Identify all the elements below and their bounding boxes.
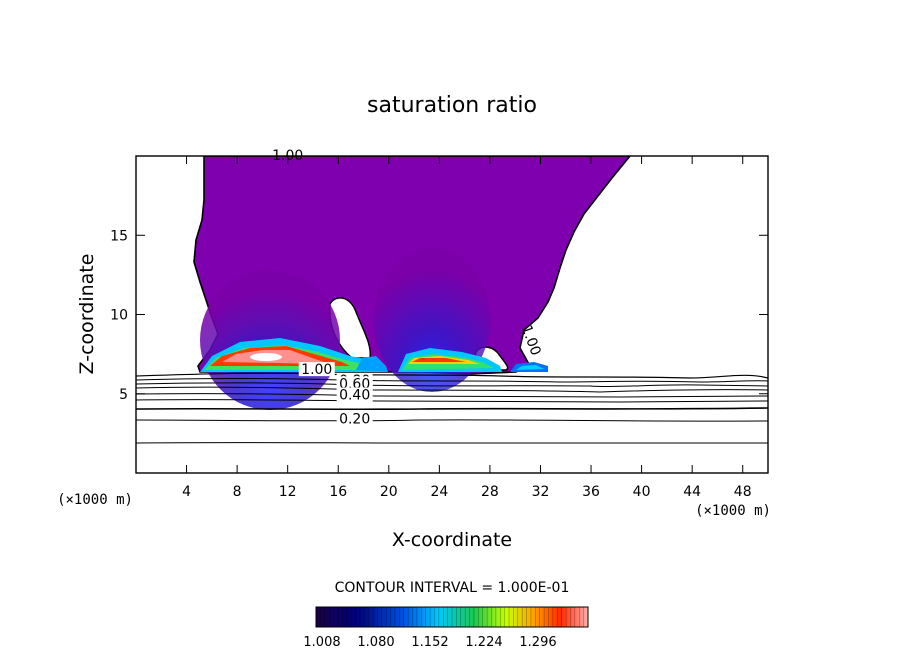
x-tick-label: 8	[233, 484, 242, 500]
contour-label: 1.00	[301, 362, 332, 378]
contour-label: 0.40	[339, 388, 370, 404]
contour-line	[136, 386, 768, 393]
y-axis-label: Z-coordinate	[76, 254, 98, 375]
colorbar-tick-label: 1.152	[411, 635, 448, 650]
high-saturation-band-1d	[356, 356, 388, 372]
x-tick-label: 16	[329, 484, 347, 500]
y-tick-label: 15	[110, 228, 128, 244]
colorbar-tick-label: 1.296	[519, 635, 556, 650]
contour-line	[136, 378, 768, 383]
x-tick-label: 20	[380, 484, 398, 500]
x-tick-label: 48	[734, 484, 752, 500]
contour-label-bg	[336, 387, 373, 402]
colorbar	[315, 606, 589, 628]
contour-label: 1.00	[272, 148, 303, 164]
y-axis-ticks: 5 10 15	[110, 228, 768, 403]
x-axis-label: X-coordinate	[392, 529, 512, 551]
contour-line	[136, 393, 768, 398]
colorbar-labels: 1.008 1.080 1.152 1.224 1.296	[303, 635, 556, 650]
x-axis-unit-left: (×1000 m)	[57, 492, 133, 508]
x-tick-label: 4	[182, 484, 191, 500]
contour-label-bg	[336, 411, 373, 426]
x-tick-label: 40	[633, 484, 651, 500]
contour-label-bg	[336, 376, 373, 391]
x-tick-label: 36	[582, 484, 600, 500]
contour-line	[136, 372, 768, 379]
x-tick-label: 28	[481, 484, 499, 500]
peak-core-1	[250, 353, 282, 361]
contour-line	[136, 407, 768, 411]
x-tick-label: 32	[532, 484, 550, 500]
y-tick-label: 10	[110, 308, 128, 324]
x-tick-label: 12	[279, 484, 297, 500]
contour-line	[136, 419, 768, 422]
contour-line	[136, 442, 768, 444]
contour-line	[136, 382, 768, 388]
contour-lines	[136, 372, 768, 444]
peak-region-2	[412, 358, 466, 362]
contour-fill-area	[136, 156, 768, 444]
colorbar-ramp	[315, 606, 589, 628]
contour-interval-note: CONTOUR INTERVAL = 1.000E-01	[335, 580, 570, 596]
x-tick-label: 44	[683, 484, 701, 500]
y-tick-label: 5	[119, 387, 128, 403]
high-saturation-band-3b	[516, 365, 544, 370]
contour-label: 0.20	[339, 411, 370, 427]
x-axis-unit-right: (×1000 m)	[695, 503, 771, 519]
colorbar-tick-label: 1.224	[465, 635, 502, 650]
x-axis-ticks: 4 8 12 16 20 24 28 32 36 40 44 48	[182, 156, 752, 500]
contour-line	[136, 399, 768, 403]
colorbar-tick-label: 1.008	[303, 635, 340, 650]
contour-labels: 1.001.001.000.800.600.400.20	[272, 148, 543, 427]
contour-label-bg	[298, 362, 335, 377]
colorbar-stripes	[320, 607, 584, 627]
x-tick-label: 24	[430, 484, 448, 500]
colorbar-tick-label: 1.080	[357, 635, 394, 650]
chart-title: saturation ratio	[367, 93, 537, 118]
